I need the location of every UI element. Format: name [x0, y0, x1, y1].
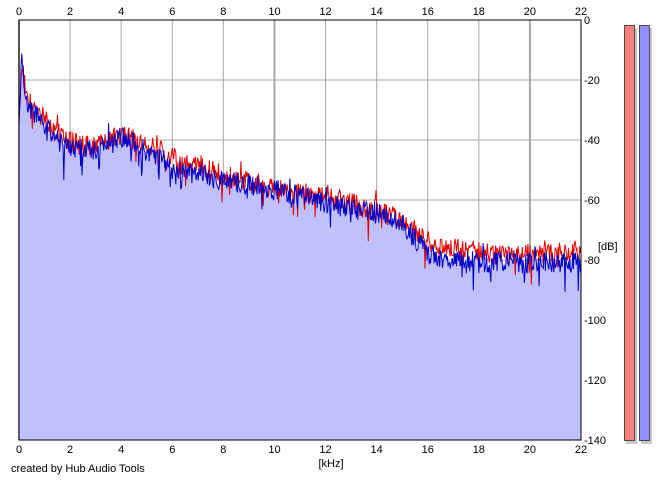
x-tick-label-bottom: 16 [422, 444, 434, 456]
x-tick-label-bottom: 4 [118, 444, 124, 456]
x-tick-label-top: 0 [16, 6, 22, 18]
y-tick-label: 0 [584, 15, 590, 27]
y-tick-labels: 0 -20 -40 -60 -80 -100 -120 -140 [584, 15, 606, 447]
y-axis-label: [dB] [598, 241, 618, 253]
y-tick-label: -40 [584, 135, 600, 147]
x-tick-label-top: 16 [422, 6, 434, 18]
y-tick-label: -80 [584, 255, 600, 267]
level-meter-right [639, 25, 650, 441]
x-tick-label-top: 12 [319, 6, 331, 18]
x-tick-label-bottom: 12 [319, 444, 331, 456]
x-tick-label-top: 4 [118, 6, 124, 18]
x-tick-label-bottom: 2 [67, 444, 73, 456]
y-tick-label: -60 [584, 195, 600, 207]
x-tick-label-bottom: 14 [371, 444, 383, 456]
x-tick-label-bottom: 8 [220, 444, 226, 456]
x-tick-label-top: 10 [268, 6, 280, 18]
x-tick-label-top: 6 [169, 6, 175, 18]
x-tick-label-bottom: 20 [524, 444, 536, 456]
y-tick-label: -20 [584, 75, 600, 87]
x-axis-label: [kHz] [318, 458, 343, 470]
x-tick-label-top: 2 [67, 6, 73, 18]
x-tick-label-bottom: 6 [169, 444, 175, 456]
x-tick-label-bottom: 18 [473, 444, 485, 456]
x-tick-label-bottom: 22 [575, 444, 587, 456]
x-tick-label-top: 20 [524, 6, 536, 18]
plot-frame [18, 19, 582, 441]
x-tick-label-top: 18 [473, 6, 485, 18]
x-tick-label-top: 8 [220, 6, 226, 18]
x-tick-label-top: 22 [575, 6, 587, 18]
y-tick-label: -100 [584, 315, 606, 327]
x-tick-label-bottom: 10 [268, 444, 280, 456]
spectrum-line-2 [18, 53, 581, 292]
series-group [18, 53, 581, 292]
y-tick-label: -120 [584, 375, 606, 387]
x-tick-label-bottom: 0 [16, 444, 22, 456]
level-meter-left [624, 25, 635, 441]
y-tick-label: -140 [584, 435, 606, 447]
credit-text: created by Hub Audio Tools [11, 463, 145, 475]
x-tick-label-top: 14 [371, 6, 383, 18]
